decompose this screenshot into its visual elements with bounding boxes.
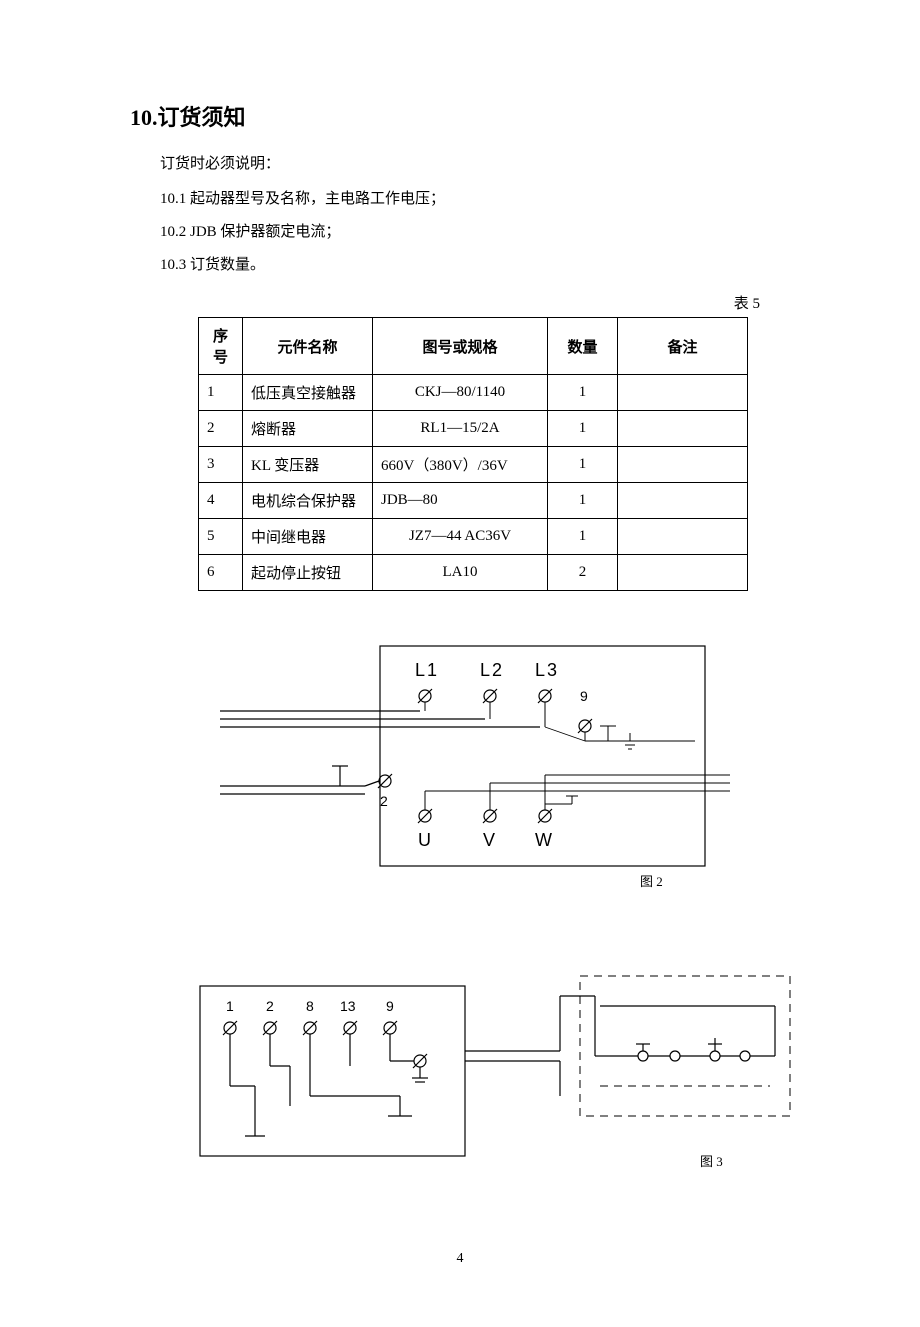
table-cell: JDB—80 xyxy=(373,483,548,519)
section-heading: 10.订货须知 xyxy=(130,100,790,132)
table-cell: RL1—15/2A xyxy=(373,411,548,447)
order-item-1: 10.1 起动器型号及名称，主电路工作电压； xyxy=(160,187,790,208)
label-L1: L1 xyxy=(415,660,439,680)
table-row: 4电机综合保护器JDB—801 xyxy=(199,483,748,519)
table-cell: 电机综合保护器 xyxy=(243,483,373,519)
table-cell xyxy=(618,375,748,411)
table-cell: 2 xyxy=(199,411,243,447)
label-2: 2 xyxy=(380,793,388,809)
t-1: 1 xyxy=(226,998,234,1014)
th-qty: 数量 xyxy=(548,318,618,375)
label-L2: L2 xyxy=(480,660,504,680)
table-cell: 1 xyxy=(548,447,618,483)
t-5: 9 xyxy=(386,998,394,1014)
table-cell: JZ7—44 AC36V xyxy=(373,519,548,555)
parts-table: 序号 元件名称 图号或规格 数量 备注 1低压真空接触器CKJ—80/11401… xyxy=(198,317,748,591)
table-cell: 1 xyxy=(548,375,618,411)
table-cell xyxy=(618,555,748,591)
table-cell: 660V（380V）/36V xyxy=(373,447,548,483)
table-cell: KL 变压器 xyxy=(243,447,373,483)
table-row: 6起动停止按钮LA102 xyxy=(199,555,748,591)
figure-2: L1 L2 L3 9 xyxy=(190,641,790,896)
table-cell: 起动停止按钮 xyxy=(243,555,373,591)
intro-text: 订货时必须说明： xyxy=(160,152,790,173)
table-cell xyxy=(618,519,748,555)
th-seq: 序号 xyxy=(199,318,243,375)
table-cell: 中间继电器 xyxy=(243,519,373,555)
table-cell: 1 xyxy=(548,519,618,555)
table-cell: 1 xyxy=(548,483,618,519)
t-3: 8 xyxy=(306,998,314,1014)
figure2-caption: 图 2 xyxy=(640,874,663,889)
table-body: 1低压真空接触器CKJ—80/114012熔断器RL1—15/2A13KL 变压… xyxy=(199,375,748,591)
th-name: 元件名称 xyxy=(243,318,373,375)
th-remark: 备注 xyxy=(618,318,748,375)
table-cell: 低压真空接触器 xyxy=(243,375,373,411)
label-U: U xyxy=(418,830,433,850)
table-cell: 4 xyxy=(199,483,243,519)
label-V: V xyxy=(483,830,497,850)
table-cell: 6 xyxy=(199,555,243,591)
order-item-3: 10.3 订货数量。 xyxy=(160,253,790,274)
table-cell xyxy=(618,483,748,519)
table-cell: 1 xyxy=(199,375,243,411)
order-item-2: 10.2 JDB 保护器额定电流； xyxy=(160,220,790,241)
table-cell: 熔断器 xyxy=(243,411,373,447)
table-cell xyxy=(618,411,748,447)
table-row: 5中间继电器JZ7—44 AC36V1 xyxy=(199,519,748,555)
label-9: 9 xyxy=(580,688,588,704)
table-cell: 2 xyxy=(548,555,618,591)
table-cell: 1 xyxy=(548,411,618,447)
t-4: 13 xyxy=(340,998,356,1014)
table-row: 3KL 变压器660V（380V）/36V1 xyxy=(199,447,748,483)
table-row: 2熔断器RL1—15/2A1 xyxy=(199,411,748,447)
table-label: 表 5 xyxy=(130,292,790,313)
label-W: W xyxy=(535,830,554,850)
figure-3: 1 2 8 13 9 xyxy=(140,966,790,1191)
page-number: 4 xyxy=(130,1251,790,1267)
table-cell: 3 xyxy=(199,447,243,483)
table-cell: CKJ—80/1140 xyxy=(373,375,548,411)
table-cell: LA10 xyxy=(373,555,548,591)
label-L3: L3 xyxy=(535,660,559,680)
table-row: 1低压真空接触器CKJ—80/11401 xyxy=(199,375,748,411)
t-2: 2 xyxy=(266,998,274,1014)
table-header-row: 序号 元件名称 图号或规格 数量 备注 xyxy=(199,318,748,375)
table-cell xyxy=(618,447,748,483)
th-spec: 图号或规格 xyxy=(373,318,548,375)
table-cell: 5 xyxy=(199,519,243,555)
figure3-caption: 图 3 xyxy=(700,1154,723,1169)
